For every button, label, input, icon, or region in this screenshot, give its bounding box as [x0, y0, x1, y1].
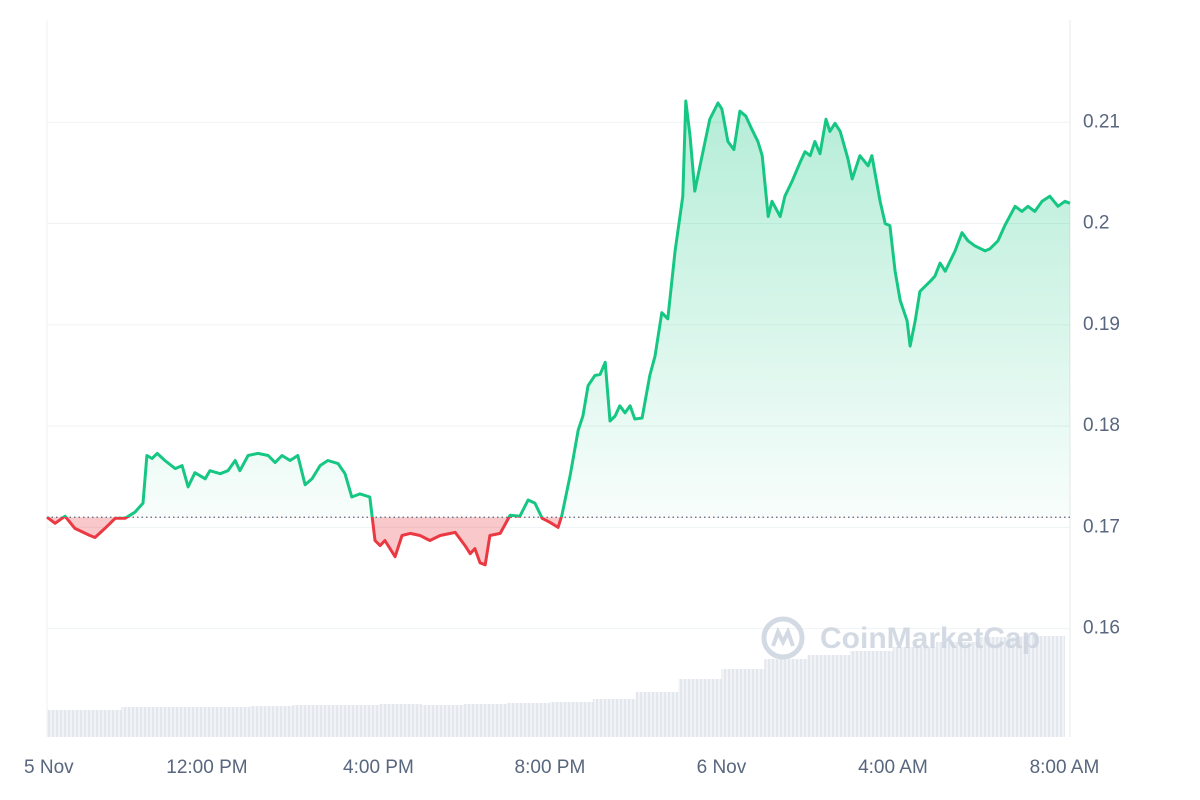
y-tick-label: 0.16 [1083, 618, 1120, 639]
volume-bar [421, 705, 465, 737]
volume-bar [292, 705, 337, 737]
volume-bar [721, 669, 765, 737]
volume-bar [764, 659, 808, 737]
watermark-logo [761, 616, 805, 660]
volume-bar [378, 704, 422, 737]
x-tick-label: 12:00 PM [166, 757, 247, 778]
watermark-text: CoinMarketCap [820, 622, 1040, 655]
y-tick-label: 0.19 [1083, 314, 1120, 335]
x-tick-label: 4:00 PM [343, 757, 414, 778]
volume-bar [335, 705, 379, 737]
watermark-logo-mark [771, 626, 795, 647]
x-tick-label: 4:00 AM [858, 757, 928, 778]
volume-bar [47, 710, 79, 737]
price-area [47, 101, 1070, 565]
x-tick-label: 5 Nov [24, 757, 74, 778]
volume-bar [892, 647, 937, 737]
volume-bar [935, 642, 980, 737]
volume-bar [850, 651, 894, 737]
y-tick-label: 0.21 [1083, 111, 1120, 132]
volume-bar [507, 703, 551, 737]
volume-bar [78, 710, 122, 737]
price-line [46, 99, 1071, 567]
y-tick-label: 0.2 [1083, 213, 1109, 234]
volume-bar [249, 706, 294, 737]
x-tick-label: 8:00 AM [1030, 757, 1100, 778]
volume-bar [206, 707, 251, 737]
y-tick-label: 0.17 [1083, 516, 1120, 537]
volume-bar [1021, 636, 1065, 737]
volume-bar [635, 692, 680, 737]
volume-bar [807, 655, 851, 737]
volume-bar [678, 679, 722, 737]
x-tick-label: 6 Nov [697, 757, 747, 778]
volume-bar [164, 707, 208, 737]
y-tick-label: 0.18 [1083, 415, 1120, 436]
volume-bar [464, 704, 508, 737]
volume-bar [549, 702, 594, 737]
x-tick-label: 8:00 PM [515, 757, 586, 778]
volume-bar [978, 637, 1023, 737]
volume-bar [592, 699, 637, 737]
watermark: CoinMarketCap [761, 616, 1040, 660]
volume-bar [121, 707, 165, 737]
